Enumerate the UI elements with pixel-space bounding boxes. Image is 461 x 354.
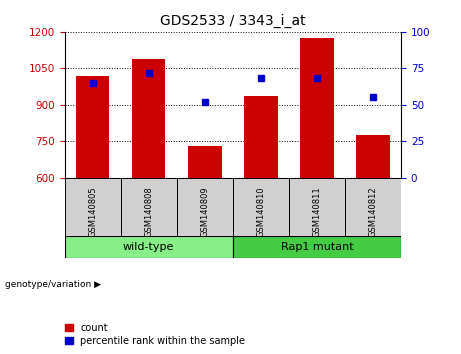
Bar [177,177,233,236]
Text: Rap1 mutant: Rap1 mutant [281,242,353,252]
Bar [76,75,109,177]
Title: GDS2533 / 3343_i_at: GDS2533 / 3343_i_at [160,14,306,28]
Text: wild-type: wild-type [123,242,174,252]
Bar [345,177,401,236]
Bar [121,177,177,236]
Bar [300,38,334,177]
Bar [188,146,222,177]
Bar [289,177,345,236]
Bar [233,177,289,236]
Bar [356,135,390,177]
Legend: count, percentile rank within the sample: count, percentile rank within the sample [65,323,245,346]
Text: GSM140805: GSM140805 [88,186,97,237]
Text: GSM140811: GSM140811 [313,186,321,237]
Bar [244,96,278,177]
Text: GSM140812: GSM140812 [368,186,378,237]
Text: GSM140809: GSM140809 [200,186,209,237]
Bar [65,236,233,258]
Bar [233,236,401,258]
Bar [132,58,165,177]
Text: genotype/variation ▶: genotype/variation ▶ [5,280,100,290]
Bar [65,177,121,236]
Text: GSM140810: GSM140810 [256,186,266,237]
Text: GSM140808: GSM140808 [144,186,153,237]
